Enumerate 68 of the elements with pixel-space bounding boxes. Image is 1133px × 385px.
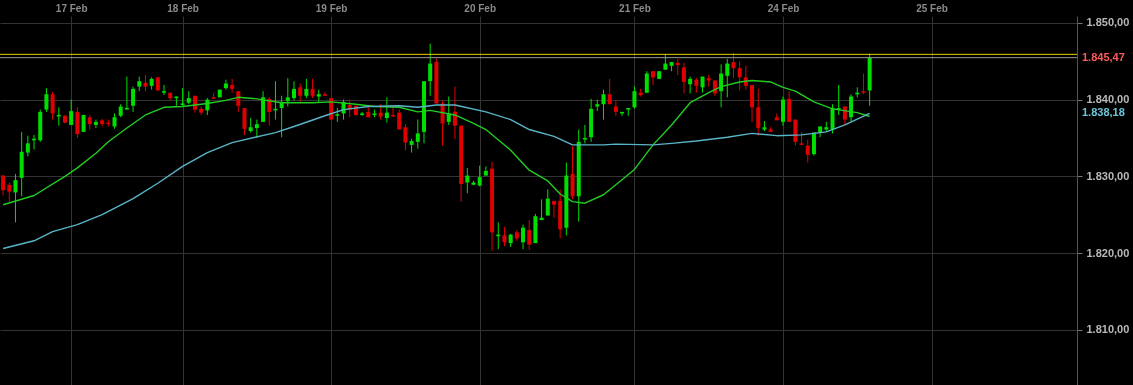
candlestick xyxy=(360,111,365,117)
candlestick xyxy=(292,80,297,101)
candlestick xyxy=(403,123,408,151)
candlestick xyxy=(582,124,587,144)
x-tick-label: 21 Feb xyxy=(619,2,651,14)
candlestick xyxy=(651,70,656,86)
candlestick xyxy=(644,70,649,94)
y-tick-label: 1.840,00 xyxy=(1086,93,1130,106)
candlestick xyxy=(613,99,618,117)
candlestick xyxy=(551,200,556,219)
candlestick xyxy=(521,224,526,250)
candlestick xyxy=(601,89,606,121)
candlestick xyxy=(428,43,433,97)
candlestick xyxy=(805,139,810,164)
candlestick xyxy=(44,87,49,113)
candlestick xyxy=(750,84,755,123)
candlestick xyxy=(304,78,309,99)
y-tick-label: 1.830,00 xyxy=(1086,169,1130,182)
y-tick-label: 1.850,00 xyxy=(1086,16,1130,29)
candlestick xyxy=(570,145,575,200)
candlestick xyxy=(607,78,612,105)
x-tick-label: 25 Feb xyxy=(916,2,948,14)
candlestick xyxy=(384,96,389,124)
candlestick xyxy=(756,88,761,137)
candlestick xyxy=(50,91,55,121)
candlestick xyxy=(787,90,792,123)
candlestick xyxy=(310,78,315,99)
candlestick xyxy=(861,73,866,95)
candlestick xyxy=(242,107,247,136)
candlestick xyxy=(397,109,402,131)
candlestick xyxy=(681,62,686,94)
ref-line-label: 1.845,47 xyxy=(1082,50,1125,63)
candlestick xyxy=(230,78,235,94)
candlestick xyxy=(131,86,136,113)
candlestick xyxy=(415,119,420,150)
candlestick xyxy=(632,86,637,110)
candlestick xyxy=(1,174,6,197)
x-tick-label: 17 Feb xyxy=(55,2,88,14)
y-tick-label: 1.820,00 xyxy=(1086,246,1130,259)
candlestick xyxy=(737,60,742,91)
candlestick xyxy=(75,106,80,139)
x-tick-label: 24 Feb xyxy=(767,2,800,14)
candlestick xyxy=(254,119,259,139)
candlestick xyxy=(285,77,290,108)
candlestick xyxy=(13,173,18,223)
candlestick xyxy=(725,58,730,98)
x-tick-label: 18 Feb xyxy=(167,2,199,14)
candlestick xyxy=(93,119,98,129)
candlestick xyxy=(25,135,30,157)
candlestick xyxy=(502,226,507,247)
text: 1.838,18 xyxy=(1082,106,1125,119)
x-tick-label: 19 Feb xyxy=(315,2,348,14)
candlestick xyxy=(124,76,129,111)
candlestick xyxy=(688,76,693,94)
candlestick xyxy=(69,99,74,126)
candlestick xyxy=(780,96,785,127)
candlestick xyxy=(298,83,303,104)
y-tick-label: 1.810,00 xyxy=(1086,323,1130,336)
candlestick xyxy=(7,181,12,203)
candlestick xyxy=(545,188,550,216)
candlestick xyxy=(322,91,327,97)
candlestick xyxy=(483,165,488,177)
x-tick-label: 20 Feb xyxy=(464,2,497,14)
candlestick xyxy=(452,86,457,140)
candlestick xyxy=(731,52,736,79)
candlestick xyxy=(162,84,167,96)
candlestick xyxy=(527,219,532,251)
candlestick xyxy=(849,93,854,123)
